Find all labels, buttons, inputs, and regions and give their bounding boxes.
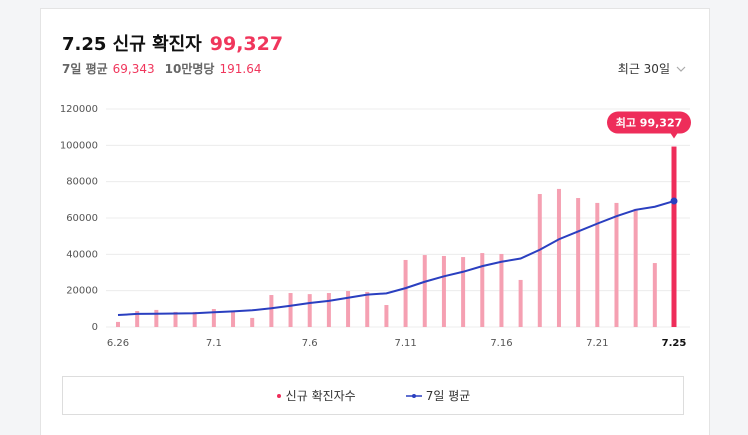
y-tick-label: 120000 <box>60 104 98 115</box>
bar <box>288 293 293 327</box>
bar <box>480 253 485 327</box>
x-tick-label: 7.1 <box>206 338 222 349</box>
bar <box>135 311 140 327</box>
annotation-pointer <box>670 132 678 139</box>
annotation: 최고 99,327 <box>616 116 683 130</box>
bar <box>441 255 446 327</box>
bar <box>403 259 408 327</box>
today-count: 99,327 <box>209 33 284 55</box>
bar <box>652 263 657 327</box>
legend-item: 신규 확진자수 <box>276 387 356 404</box>
per-value: 191.64 <box>219 62 262 76</box>
bar <box>326 293 331 327</box>
bar <box>461 257 466 327</box>
y-tick-label: 80000 <box>66 177 98 188</box>
bar <box>192 311 197 327</box>
bar <box>671 146 677 327</box>
legend-label: 신규 확진자수 <box>285 389 356 403</box>
bar <box>154 309 159 327</box>
range-select[interactable]: 최근 30일 <box>618 60 686 77</box>
header: 7.25 신규 확진자 99,327 <box>62 30 283 56</box>
x-tick-label: 7.25 <box>662 338 687 349</box>
bar <box>518 279 523 327</box>
legend-label: 7일 평균 <box>425 389 471 403</box>
annotation-bubble <box>607 111 691 134</box>
bar <box>576 198 581 327</box>
y-tick-label: 0 <box>92 322 98 333</box>
avg-point <box>670 197 678 205</box>
bar <box>499 253 504 327</box>
bar <box>633 208 638 327</box>
bar <box>365 291 370 327</box>
x-tick-label: 7.11 <box>394 338 416 349</box>
bar <box>173 311 178 327</box>
bar <box>422 255 427 327</box>
bar <box>537 194 542 327</box>
bar <box>384 305 389 327</box>
avg-value: 69,343 <box>112 62 155 76</box>
y-tick-label: 100000 <box>60 140 98 151</box>
y-tick-label: 20000 <box>66 286 98 297</box>
range-label[interactable]: 최근 30일 <box>617 62 670 76</box>
title: 7.25 신규 확진자 <box>62 34 202 55</box>
per-label: 10만명당 <box>164 62 215 76</box>
bar <box>307 294 312 327</box>
bar <box>556 188 561 327</box>
legend-dot <box>411 393 416 398</box>
bar <box>269 295 274 327</box>
legend-dot <box>276 393 281 398</box>
bar <box>346 291 351 327</box>
bar <box>250 317 255 327</box>
chevron <box>676 66 686 72</box>
avg-label: 7일 평균 <box>62 62 108 76</box>
bar <box>614 202 619 327</box>
x-tick-label: 6.26 <box>107 338 129 349</box>
bar <box>211 309 216 327</box>
x-tick-label: 7.16 <box>490 338 512 349</box>
avg-line <box>117 200 675 317</box>
sub-header: 7일 평균 69,343 10만명당 191.64 <box>62 60 271 77</box>
legend-item: 7일 평균 <box>405 387 471 404</box>
bar <box>116 321 120 327</box>
x-tick-label: 7.21 <box>586 338 608 349</box>
legend: 신규 확진자수 7일 평균 <box>62 376 684 415</box>
bar <box>595 202 600 327</box>
legend-swatch <box>405 393 422 398</box>
x-tick-label: 7.6 <box>302 338 318 349</box>
y-tick-label: 60000 <box>66 213 98 224</box>
y-tick-label: 40000 <box>66 249 98 260</box>
legend-swatch <box>276 393 281 398</box>
bar <box>231 311 236 327</box>
